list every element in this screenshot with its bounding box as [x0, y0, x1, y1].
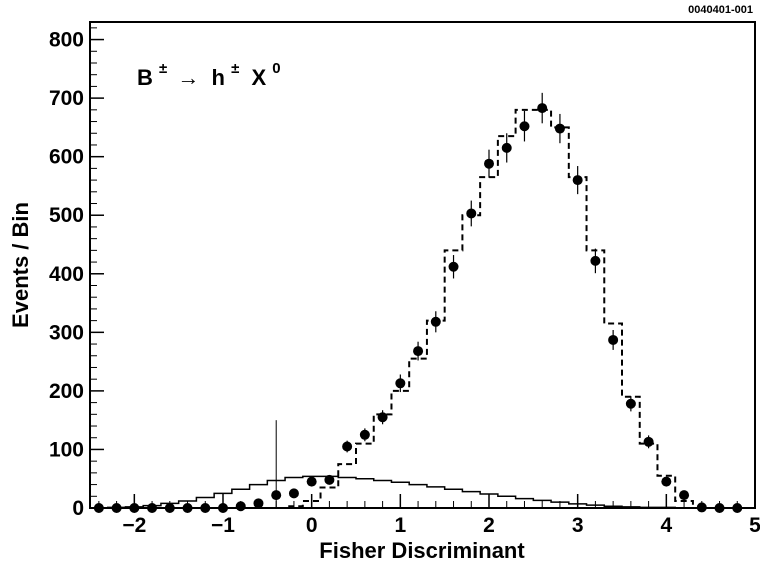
x-axis: −2 −1 0 1 2 3 4 5	[98, 494, 760, 537]
data-point	[306, 476, 317, 487]
annotation-sup2: ±	[231, 60, 239, 77]
y-tick-label: 600	[49, 146, 84, 169]
data-point	[643, 436, 654, 447]
y-tick-label: 200	[49, 380, 84, 403]
x-tick-label: −2	[122, 514, 146, 537]
annotation-tail: X	[251, 65, 266, 90]
data-point	[395, 378, 406, 389]
annotation-mid: h	[212, 65, 225, 90]
process-annotation: B ± → h ± X 0	[137, 53, 281, 90]
data-point	[590, 255, 601, 266]
data-point	[661, 476, 672, 487]
signal-histogram	[90, 108, 747, 509]
data-point	[572, 175, 583, 186]
annotation-arrow: →	[177, 65, 199, 90]
data-point	[537, 103, 548, 114]
background-histogram-line	[90, 475, 747, 509]
data-point	[519, 121, 530, 132]
x-tick-label: 4	[660, 514, 672, 537]
y-tick-label: 700	[49, 87, 84, 110]
y-tick-label: 300	[49, 321, 84, 344]
x-tick-label: 5	[749, 514, 760, 537]
data-point	[324, 474, 335, 485]
x-tick-label: 1	[394, 514, 406, 537]
x-tick-label: 0	[306, 514, 318, 537]
data-point	[342, 441, 353, 452]
signal-histogram-line	[90, 108, 747, 509]
annotation-sup1: ±	[159, 60, 167, 77]
data-point	[448, 261, 459, 272]
data-point	[430, 316, 441, 327]
x-tick-label: −1	[211, 514, 235, 537]
y-axis: 0 100 200 300 400 500 600 700 800	[49, 27, 104, 520]
y-tick-label: 100	[49, 438, 84, 461]
x-axis-title: Fisher Discriminant	[319, 538, 525, 562]
y-tick-label: 0	[72, 497, 84, 520]
annotation-sup3: 0	[272, 60, 280, 77]
data-point	[608, 334, 619, 345]
data-point	[413, 346, 424, 357]
y-tick-label: 400	[49, 263, 84, 286]
y-tick-label: 800	[49, 29, 84, 52]
annotation-base: B	[137, 65, 153, 90]
data-point	[625, 398, 636, 409]
y-tick-label: 500	[49, 204, 84, 227]
data-point	[484, 158, 494, 169]
reference-label: 0040401-001	[688, 4, 753, 16]
data-point	[288, 488, 299, 499]
plot-frame	[89, 21, 756, 509]
data-point	[359, 429, 370, 440]
data-point	[377, 412, 388, 423]
data-point	[501, 142, 512, 153]
data-point	[679, 490, 690, 501]
background-histogram	[90, 475, 747, 509]
x-tick-label: 2	[483, 514, 495, 537]
data-point	[554, 123, 565, 134]
data-point	[466, 208, 477, 219]
data-points	[93, 92, 743, 513]
x-tick-label: 3	[572, 514, 584, 537]
y-axis-title: Events / Bin	[8, 202, 33, 328]
